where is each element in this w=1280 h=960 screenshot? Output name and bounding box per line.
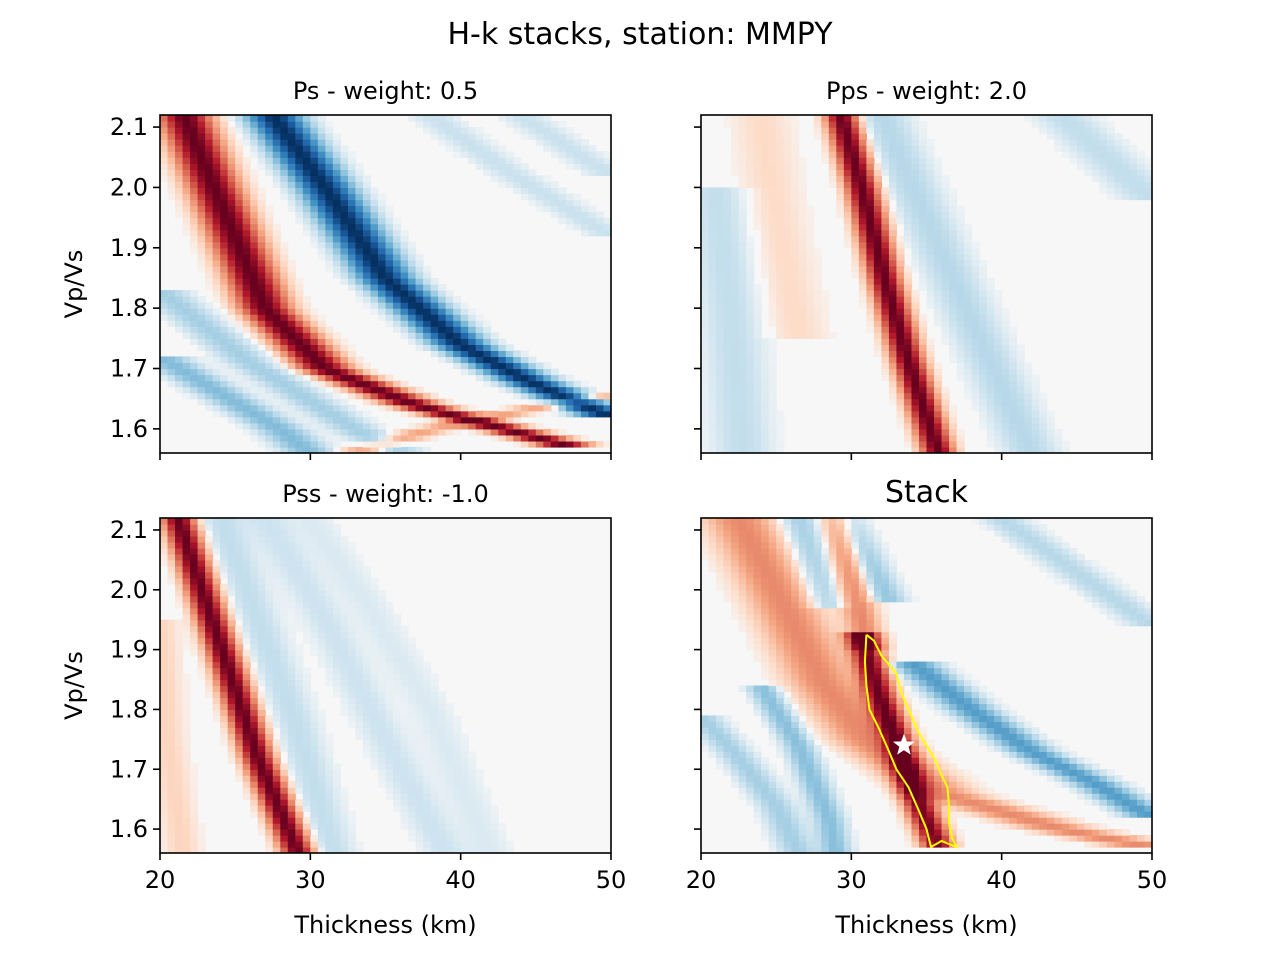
axes-frame (700, 114, 1153, 454)
x-axis-label: Thickness (km) (834, 911, 1017, 939)
y-tick-label: 1.7 (110, 755, 148, 783)
y-tick-label: 1.9 (110, 234, 148, 262)
y-tick-label: 1.6 (110, 815, 148, 843)
y-tick-label: 1.6 (110, 415, 148, 443)
y-axis-label: Vp/Vs (60, 651, 88, 720)
panel-stack: Stack 20 30 40 50 Thickness (km) (686, 475, 1168, 939)
figure-title: H-k stacks, station: MMPY (447, 17, 833, 52)
axes-frame (159, 114, 612, 454)
panel-title: Pss - weight: -1.0 (282, 480, 488, 508)
x-tick-label: 50 (596, 866, 627, 894)
y-tick-label: 2.0 (110, 173, 148, 201)
y-axis-label: Vp/Vs (60, 250, 88, 319)
y-tick-label: 1.9 (110, 636, 148, 664)
y-tick-label: 1.8 (110, 695, 148, 723)
max-star-marker (892, 733, 916, 755)
heatmap-ps (160, 115, 611, 453)
x-tick-label: 30 (295, 866, 326, 894)
panel-ps: Ps - weight: 0.5 1.6 1.7 1.8 1.9 2.0 2.1 Vp/Vs (60, 77, 612, 460)
x-axis-label: Thickness (km) (293, 911, 476, 939)
y-tick-label: 1.7 (110, 355, 148, 383)
axes-frame (159, 517, 612, 854)
x-tick-label: 40 (445, 866, 476, 894)
panel-title: Stack (885, 475, 969, 510)
x-tick-label: 40 (986, 866, 1017, 894)
panel-pss: Pss - weight: -1.0 20 30 40 50 1.6 1.7 1.8 1.9 2.… (60, 480, 626, 939)
panel-pps: Pps - weight: 2.0 (694, 77, 1153, 460)
heatmap-stack (701, 518, 1152, 853)
x-tick-label: 20 (686, 866, 717, 894)
y-tick-label: 2.1 (110, 113, 148, 141)
panel-title: Pps - weight: 2.0 (826, 77, 1027, 105)
x-tick-label: 50 (1137, 866, 1168, 894)
y-tick-label: 2.0 (110, 576, 148, 604)
x-tick-label: 30 (836, 866, 867, 894)
y-tick-label: 2.1 (110, 516, 148, 544)
heatmap-pss (160, 518, 611, 853)
x-tick-label: 20 (145, 866, 176, 894)
y-tick-label: 1.8 (110, 294, 148, 322)
heatmap-pps (701, 115, 1152, 453)
axes-frame (700, 517, 1153, 854)
confidence-contour (863, 633, 959, 849)
panel-title: Ps - weight: 0.5 (293, 77, 478, 105)
